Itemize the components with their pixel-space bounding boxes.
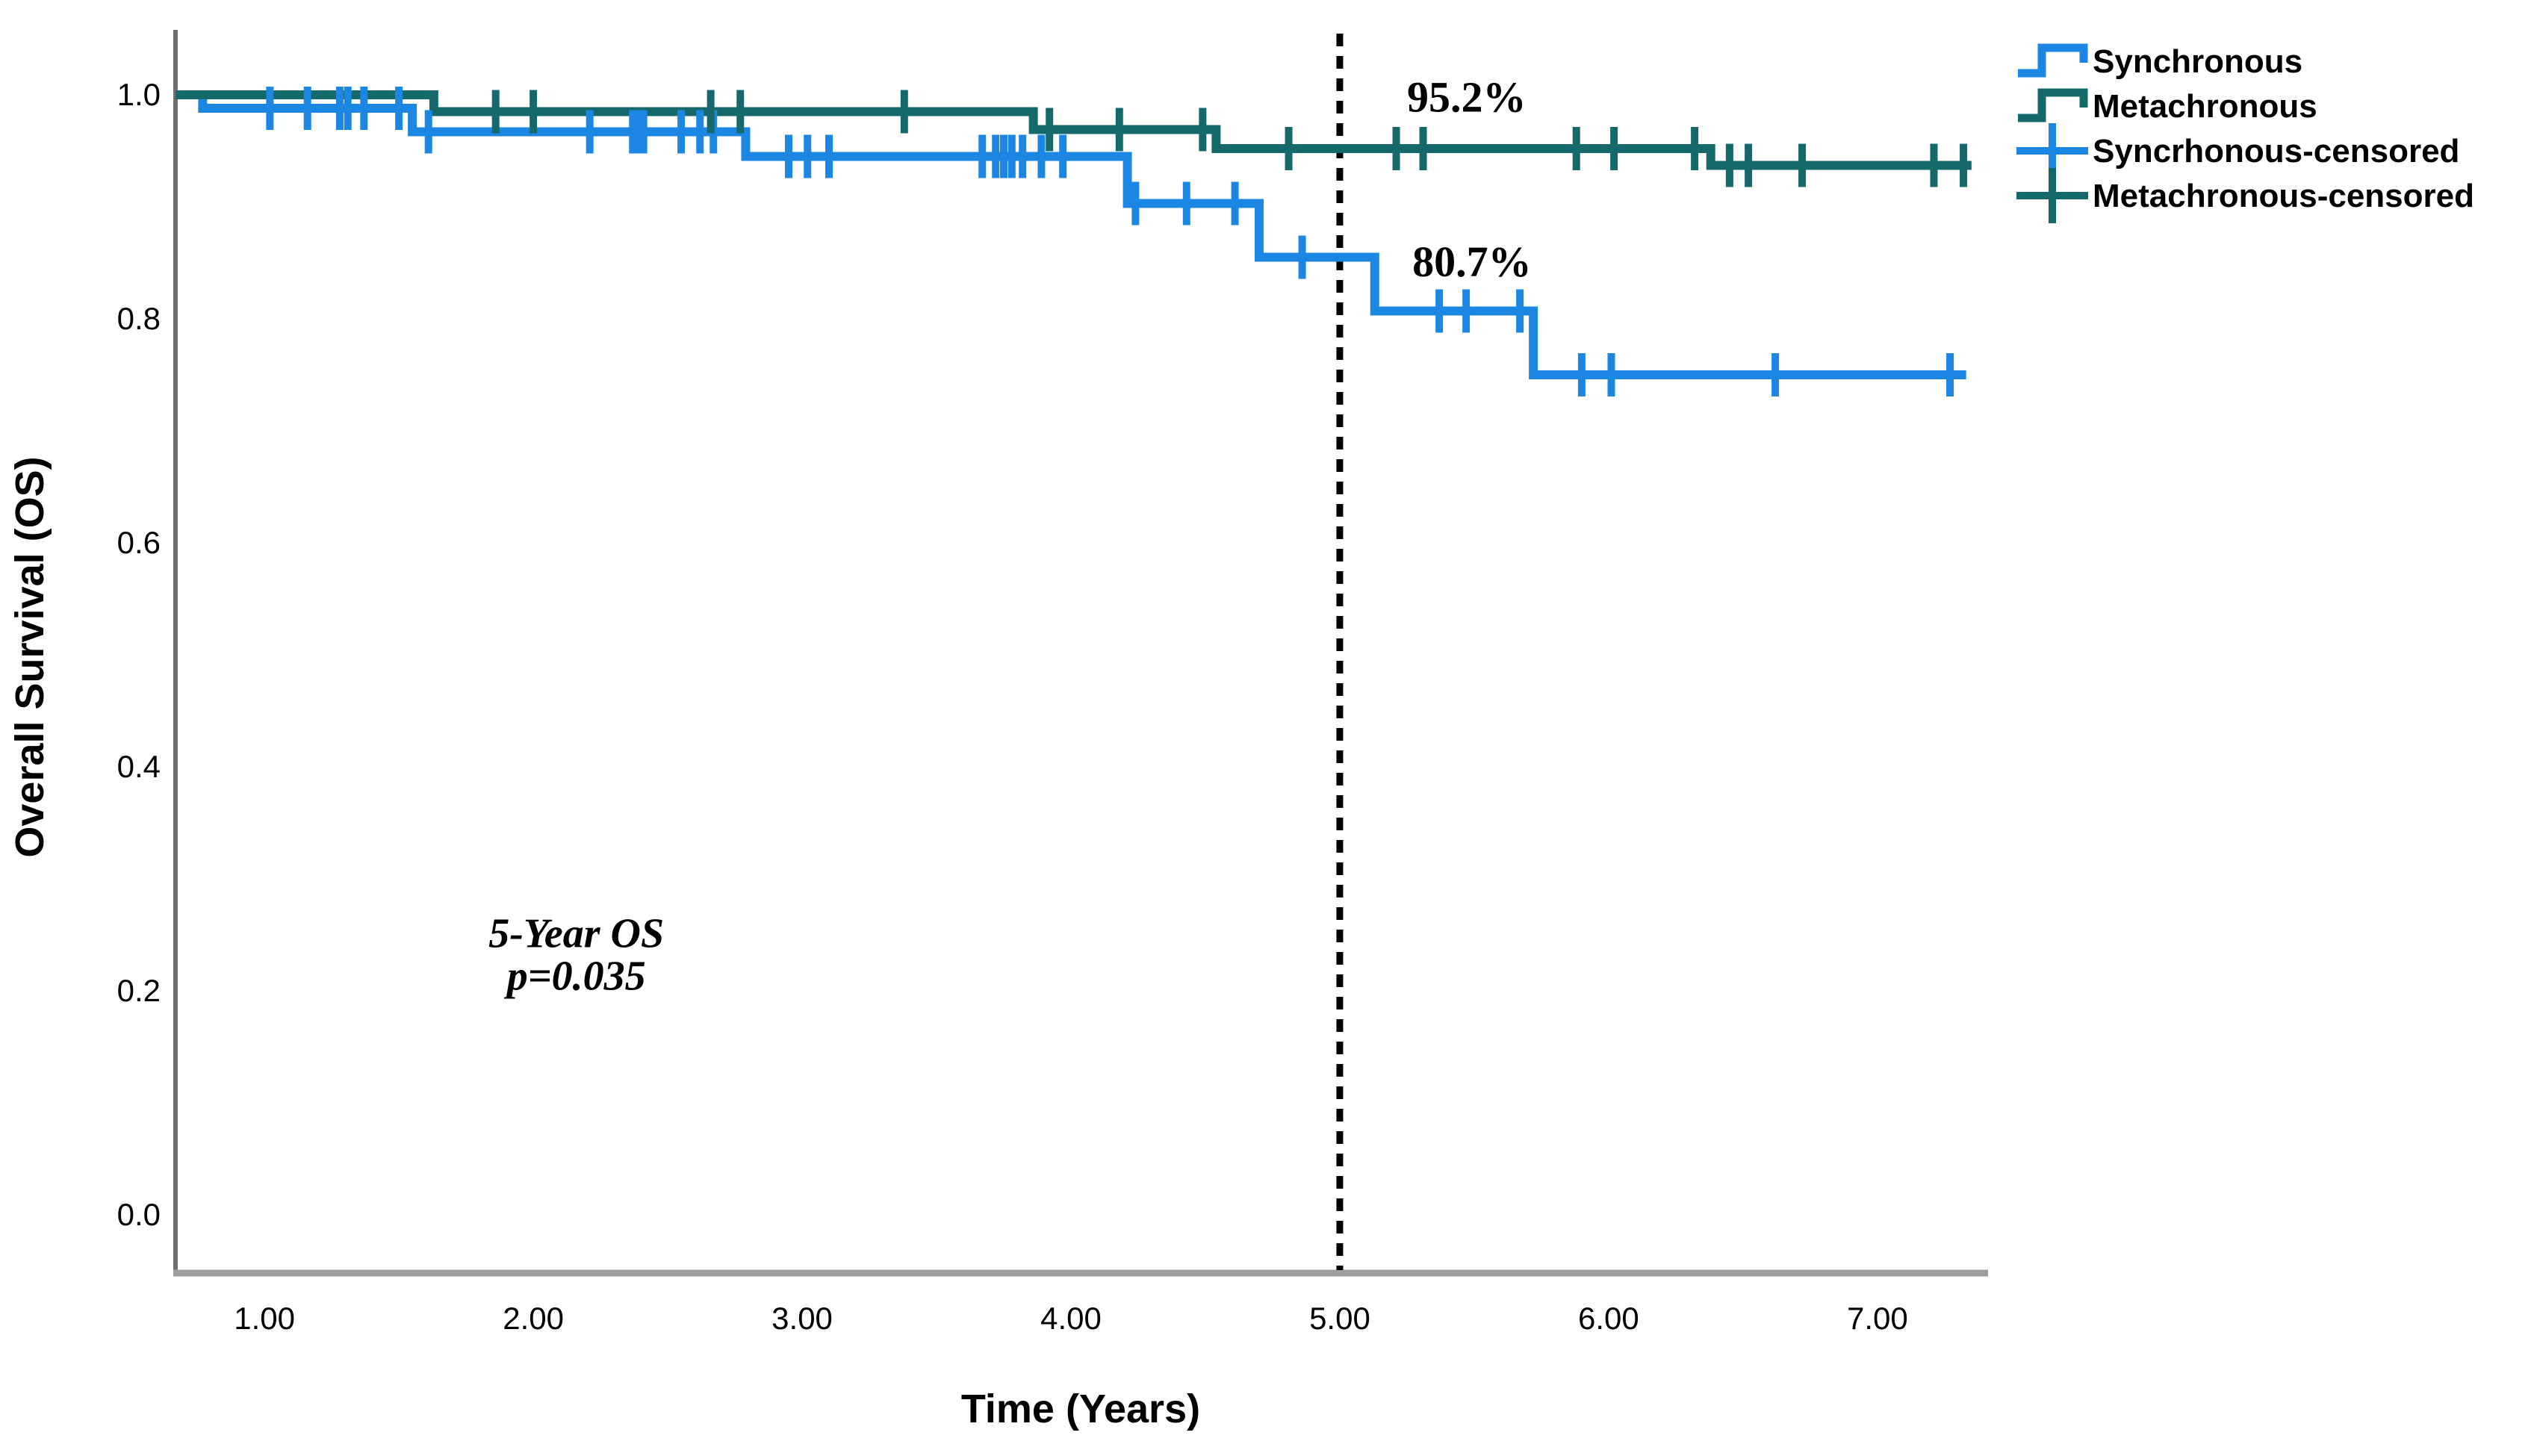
x-tick-label: 5.00 [1309, 1301, 1370, 1336]
y-tick-label: 1.0 [117, 77, 161, 112]
legend-item-label: Metachronous [2093, 88, 2317, 125]
censor-marks-layer [266, 87, 1968, 396]
annotation-pvalue-line1: 5-Year OS [488, 911, 664, 957]
survival-curve-metachronous [176, 90, 1972, 170]
legend-item-metachronous: Metachronous [2018, 88, 2317, 125]
x-tick-label: 7.00 [1847, 1301, 1908, 1336]
annotations-layer: 95.2% 80.7% 5-Year OSp=0.035 [488, 73, 1531, 1000]
annotation-meta-5yr-pct: 95.2% [1407, 73, 1527, 122]
x-tick-label: 1.00 [234, 1301, 295, 1336]
y-tick-labels: 0.0 0.2 0.4 0.6 0.8 1.0 [117, 77, 161, 1232]
legend: Synchronous Metachronous Syncrhonous-censo… [2016, 43, 2474, 223]
y-tick-label: 0.6 [117, 525, 161, 560]
survival-curves-layer [176, 90, 1972, 379]
y-tick-label: 0.8 [117, 301, 161, 336]
y-tick-label: 0.2 [117, 973, 161, 1008]
legend-item-syncrhonous-censored: Syncrhonous-censored [2016, 123, 2459, 178]
x-tick-label: 2.00 [503, 1301, 564, 1336]
legend-item-synchronous: Synchronous [2018, 43, 2302, 80]
annotation-sync-5yr-pct: 80.7% [1412, 237, 1532, 286]
x-tick-label: 3.00 [771, 1301, 833, 1336]
annotation-pvalue-line2: p=0.035 [504, 953, 646, 1000]
x-tick-label: 4.00 [1040, 1301, 1102, 1336]
y-tick-label: 0.4 [117, 749, 161, 784]
legend-item-label: Metachronous-censored [2093, 178, 2474, 214]
axes [173, 30, 1988, 1277]
x-axis-title: Time (Years) [961, 1387, 1200, 1431]
legend-item-label: Syncrhonous-censored [2093, 133, 2459, 169]
legend-item-label: Synchronous [2093, 43, 2302, 80]
y-axis-title: Overall Survival (OS) [7, 456, 52, 857]
x-tick-labels: 1.00 2.00 3.00 4.00 5.00 6.00 7.00 [234, 1301, 1907, 1336]
legend-step-glyph [2018, 88, 2088, 122]
legend-item-metachronous-censored: Metachronous-censored [2016, 168, 2474, 223]
y-tick-label: 0.0 [117, 1197, 161, 1232]
x-tick-label: 6.00 [1578, 1301, 1639, 1336]
legend-step-glyph [2018, 43, 2088, 78]
